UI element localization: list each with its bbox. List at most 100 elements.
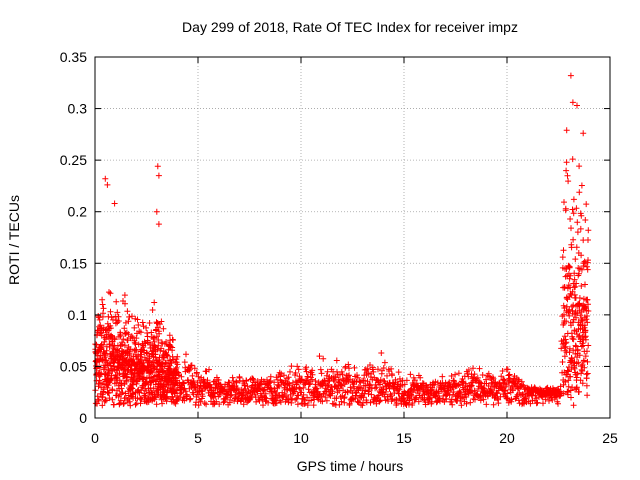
data-point (156, 330, 163, 337)
data-point (119, 361, 125, 368)
data-point (490, 401, 497, 408)
data-point (143, 324, 150, 331)
data-point (572, 283, 579, 290)
data-point (583, 313, 590, 319)
data-point (578, 182, 585, 189)
data-point (570, 302, 577, 309)
data-point (435, 390, 442, 397)
data-point (570, 196, 577, 203)
data-point (107, 377, 114, 384)
data-point (573, 205, 580, 212)
data-point (127, 402, 134, 409)
data-point (382, 388, 389, 395)
data-point (480, 396, 487, 403)
data-point (585, 308, 592, 314)
data-point (354, 372, 360, 379)
data-point (561, 333, 568, 340)
data-point (233, 379, 240, 386)
x-tick-label: 20 (499, 430, 515, 446)
data-point (565, 368, 572, 375)
data-point (567, 387, 574, 394)
data-point (292, 370, 299, 376)
data-point (195, 391, 201, 398)
data-point (577, 225, 584, 232)
data-point (244, 383, 251, 390)
data-point (559, 359, 566, 365)
y-tick-label: 0.1 (68, 307, 88, 323)
data-point (573, 384, 580, 391)
data-point (345, 361, 352, 368)
data-point (184, 392, 190, 399)
data-point (137, 329, 144, 336)
data-point (115, 318, 122, 324)
data-point (131, 374, 138, 381)
data-point (578, 283, 585, 289)
data-point (178, 373, 185, 380)
data-point (465, 367, 472, 373)
data-point (138, 387, 145, 394)
data-point (396, 386, 403, 393)
data-point (133, 335, 140, 342)
data-point (108, 314, 115, 321)
data-point (471, 371, 478, 378)
data-point (323, 397, 330, 404)
data-point (304, 402, 311, 409)
data-point (558, 345, 565, 352)
y-tick-label: 0.3 (68, 101, 88, 117)
data-point (102, 175, 109, 182)
data-point (141, 394, 148, 401)
data-point (109, 386, 116, 393)
data-point (467, 399, 474, 406)
data-point (446, 379, 453, 386)
data-point (125, 331, 132, 338)
data-point (174, 353, 181, 360)
data-point (121, 292, 128, 299)
data-point (570, 402, 577, 409)
data-point (506, 371, 513, 378)
data-point (388, 365, 395, 372)
data-point (579, 317, 586, 324)
data-point (568, 394, 574, 401)
data-point (170, 337, 176, 343)
data-point (561, 311, 567, 318)
data-point (450, 391, 456, 398)
data-point (111, 336, 118, 343)
y-tick-label: 0 (79, 410, 87, 426)
data-point (187, 366, 193, 373)
data-point (261, 386, 268, 393)
data-point (189, 372, 196, 379)
data-point (154, 324, 161, 331)
data-point (195, 402, 202, 409)
data-point (567, 72, 574, 79)
data-point (195, 373, 202, 380)
data-point (107, 325, 114, 332)
data-point (133, 346, 140, 353)
data-point (256, 397, 263, 404)
data-point (546, 397, 552, 404)
data-point (574, 219, 581, 226)
data-point (273, 400, 280, 406)
data-point (344, 389, 351, 396)
data-point (161, 363, 168, 370)
data-point (582, 336, 589, 343)
data-point (573, 374, 580, 381)
data-point (584, 370, 591, 377)
data-point (310, 402, 317, 409)
data-point (161, 354, 168, 361)
data-point (563, 159, 570, 166)
data-point (338, 382, 345, 389)
y-axis-label: ROTI / TECUs (6, 195, 22, 285)
data-point (497, 393, 504, 400)
data-point (566, 312, 573, 319)
data-point (520, 382, 527, 389)
data-point (389, 396, 396, 402)
data-point (298, 376, 305, 383)
data-point (206, 366, 212, 373)
data-point (283, 392, 289, 399)
data-point (183, 351, 189, 358)
data-point (403, 377, 410, 384)
data-point (221, 398, 228, 405)
data-point (567, 216, 574, 222)
data-point (483, 401, 490, 408)
data-point (380, 365, 387, 371)
